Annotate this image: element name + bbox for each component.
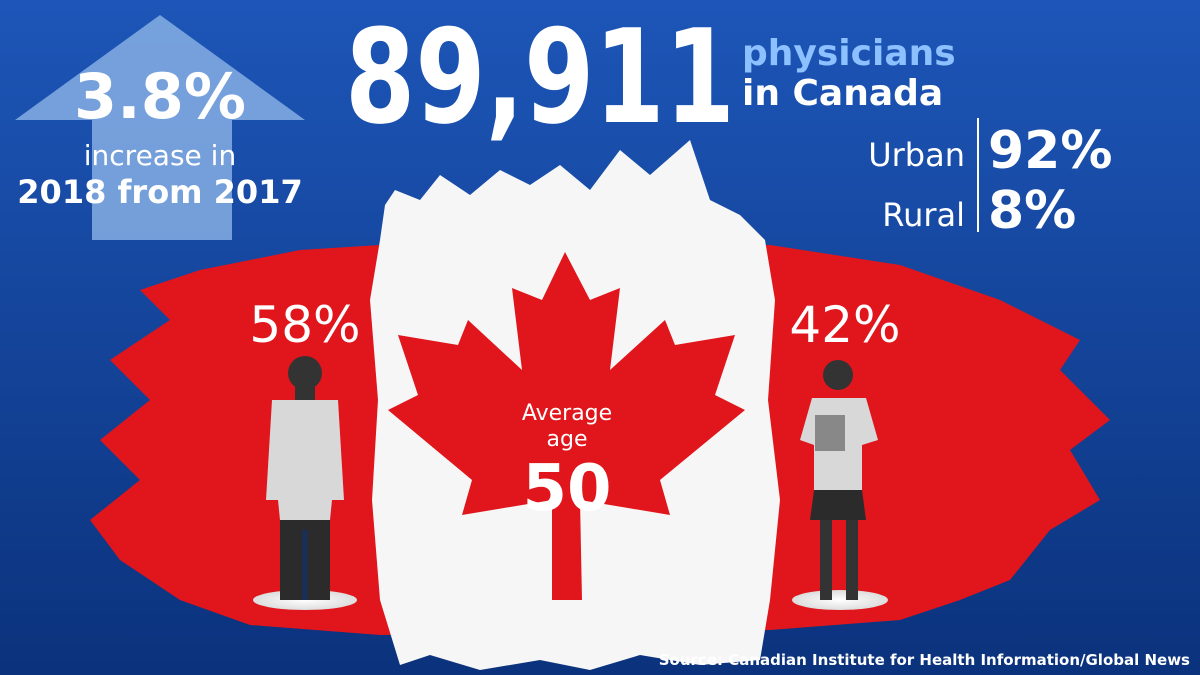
growth-line2: 2018 from 2017 — [17, 173, 302, 211]
total-label1: physicians — [742, 33, 956, 74]
setting-label: Urban — [868, 136, 965, 174]
female-share: 42% — [789, 296, 900, 354]
increase-arrow — [15, 15, 305, 240]
age-label1: Average — [522, 401, 612, 426]
source: Source: Canadian Institute for Health In… — [659, 651, 1190, 669]
female-doctor — [792, 360, 888, 610]
setting-value: 8% — [988, 181, 1076, 241]
growth-line1: increase in — [84, 139, 236, 172]
age-label2: age — [547, 427, 588, 452]
male-doctor — [253, 356, 357, 610]
age-value: 50 — [522, 452, 611, 526]
maple-leaf — [388, 252, 745, 600]
total-value: 89,911 — [345, 1, 735, 153]
total-label2: in Canada — [742, 73, 943, 114]
setting-value: 92% — [988, 121, 1112, 181]
growth-value: 3.8% — [74, 60, 246, 133]
setting-label: Rural — [882, 196, 965, 234]
male-share: 58% — [249, 296, 360, 354]
